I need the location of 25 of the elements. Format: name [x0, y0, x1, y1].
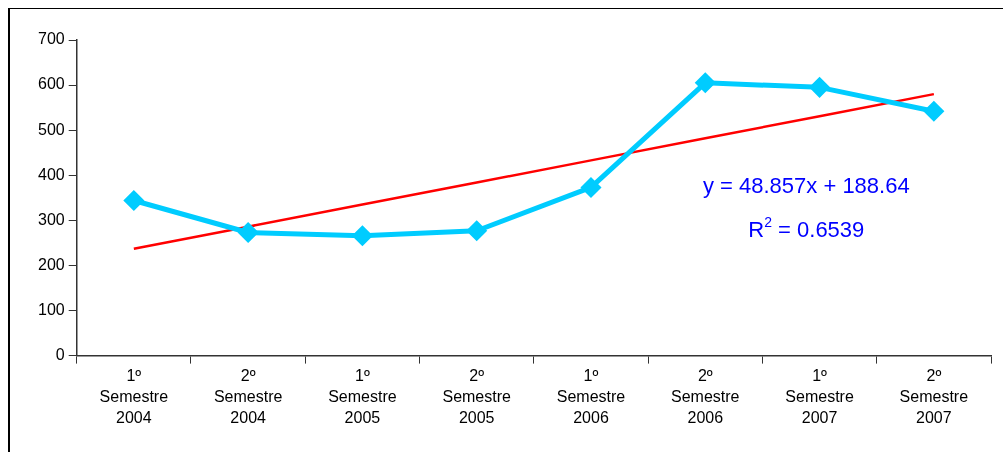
- y-tick-label: 600: [37, 75, 65, 93]
- point: [352, 226, 372, 246]
- point: [238, 223, 258, 243]
- x-tick-label: 2º Semestre 2005: [442, 367, 512, 427]
- x-tick-label: 2º Semestre 2007: [899, 367, 969, 427]
- y-tick-label: 300: [37, 210, 65, 228]
- point: [124, 191, 144, 211]
- point: [581, 177, 601, 197]
- x-tick-label: 2º Semestre 2004: [213, 367, 283, 427]
- point: [695, 73, 715, 93]
- y-tick-label: 700: [37, 30, 65, 48]
- x-tick-label: 1º Semestre 2006: [556, 367, 626, 427]
- x-tick-label: 1º Semestre 2005: [328, 367, 397, 427]
- x-tick-label: 1º Semestre 2007: [785, 367, 854, 427]
- y-tick-label: 500: [37, 120, 65, 138]
- point: [924, 101, 944, 121]
- x-tick-label: 2º Semestre 2006: [671, 367, 740, 427]
- point: [467, 221, 487, 241]
- y-tick-label: 200: [37, 255, 65, 273]
- annotation: y = 48.857x + 188.64: [702, 173, 910, 199]
- point: [810, 77, 830, 97]
- y-tick-label: 0: [55, 346, 65, 364]
- x-tick-label: 1º Semestre 2004: [99, 367, 169, 427]
- y-tick-label: 400: [37, 165, 65, 183]
- y-tick-label: 100: [37, 300, 65, 318]
